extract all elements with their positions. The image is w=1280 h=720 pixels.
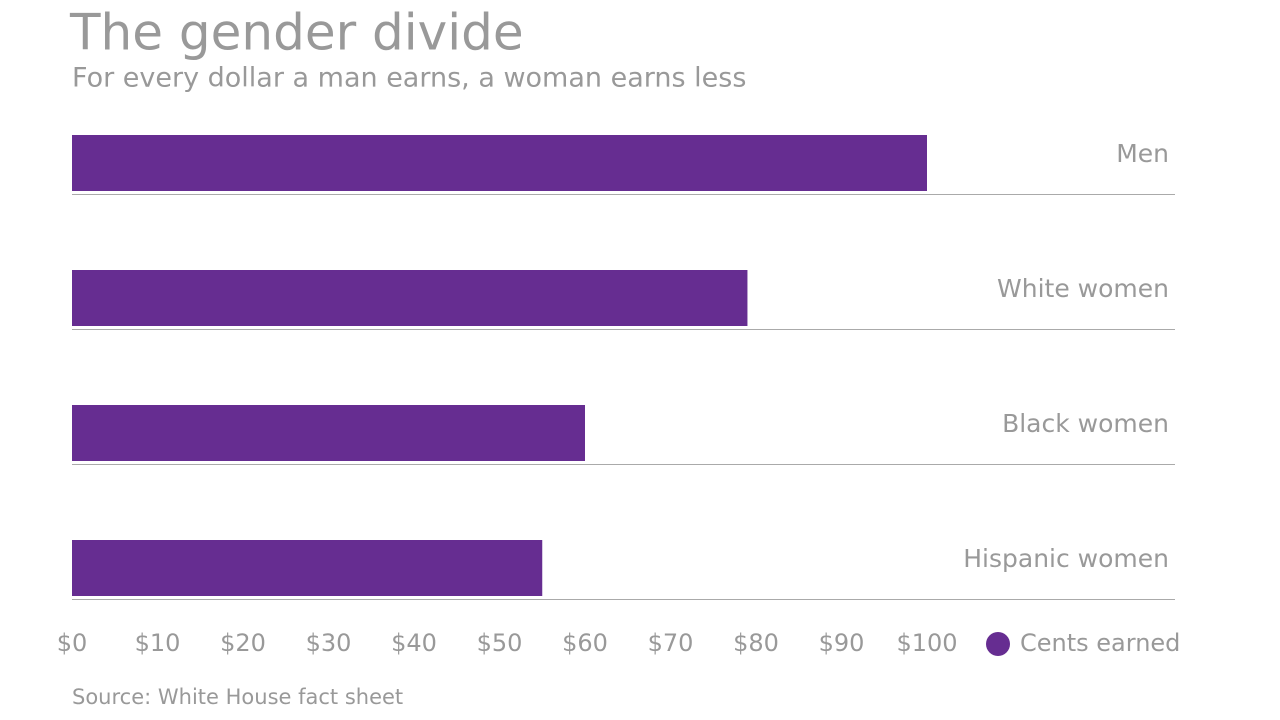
legend-marker (986, 632, 1010, 656)
category-label: Hispanic women (963, 544, 1169, 573)
x-tick-label: $20 (220, 629, 266, 657)
chart-subtitle: For every dollar a man earns, a woman ea… (72, 63, 746, 94)
bar (72, 270, 748, 326)
legend-label: Cents earned (1020, 629, 1180, 657)
x-tick-label: $100 (896, 629, 957, 657)
x-tick-label: $60 (562, 629, 608, 657)
category-label: Men (1116, 139, 1169, 168)
category-label: White women (997, 274, 1169, 303)
x-tick-label: $30 (306, 629, 352, 657)
x-tick-label: $70 (648, 629, 694, 657)
source-note: Source: White House fact sheet (72, 685, 403, 709)
category-label: Black women (1002, 409, 1169, 438)
x-tick-label: $90 (819, 629, 865, 657)
x-tick-label: $10 (135, 629, 181, 657)
bar (72, 405, 585, 461)
x-tick-label: $50 (477, 629, 523, 657)
bar (72, 540, 543, 596)
x-tick-label: $40 (391, 629, 437, 657)
bar (72, 135, 927, 191)
chart-title: The gender divide (69, 4, 524, 62)
x-tick-label: $0 (57, 629, 88, 657)
x-tick-label: $80 (733, 629, 779, 657)
